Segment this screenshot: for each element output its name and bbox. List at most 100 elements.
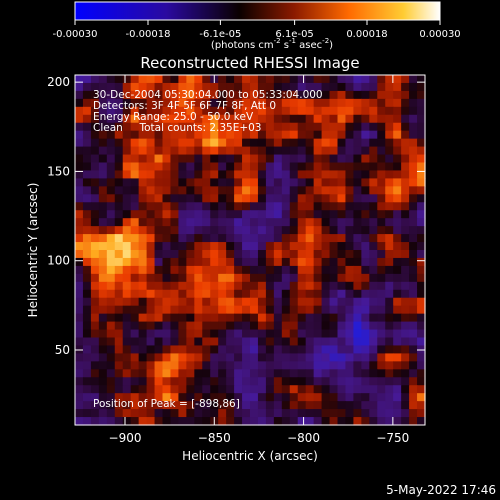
heatmap-cell [82, 186, 92, 195]
heatmap-cell [417, 242, 426, 251]
heatmap-cell [122, 297, 132, 307]
heatmap-cell [385, 329, 394, 339]
heatmap-cell [186, 353, 195, 362]
heatmap-cell [218, 385, 227, 394]
heatmap-cell [170, 385, 179, 394]
heatmap-cell [281, 305, 291, 315]
heatmap-cell [409, 417, 418, 426]
y-tick-label: 100 [47, 254, 70, 268]
heatmap-cell [178, 242, 187, 251]
heatmap-cell [321, 242, 331, 251]
heatmap-cell [226, 257, 235, 267]
heatmap-cell [90, 329, 100, 339]
heatmap-cell [146, 321, 156, 331]
heatmap-cell [297, 82, 307, 92]
heatmap-cell [250, 130, 259, 140]
heatmap-cell [90, 369, 100, 378]
heatmap-cell [146, 305, 156, 315]
heatmap-cell [210, 122, 219, 132]
heatmap-cell [305, 273, 315, 283]
heatmap-cell [377, 218, 386, 227]
heatmap-cell [361, 281, 370, 291]
heatmap-cell [106, 337, 116, 347]
heatmap-cell [146, 106, 156, 116]
heatmap-cell [409, 369, 418, 378]
heatmap-cell [114, 242, 124, 251]
heatmap-cell [82, 281, 92, 291]
heatmap-cell [138, 369, 148, 378]
heatmap-cell [321, 377, 331, 386]
heatmap-cell [242, 130, 251, 140]
heatmap-cell [226, 329, 235, 339]
heatmap-cell [377, 297, 386, 307]
heatmap-cell [170, 218, 179, 227]
heatmap-cell [353, 265, 362, 275]
heatmap-cell [75, 401, 84, 410]
heatmap-cell [329, 106, 339, 116]
heatmap-cell [345, 210, 354, 219]
heatmap-cell [106, 194, 116, 203]
heatmap-cell [146, 138, 156, 148]
heatmap-cell [250, 202, 259, 211]
heatmap-cell [106, 98, 116, 108]
heatmap-cell [353, 305, 362, 315]
heatmap-cell [273, 114, 283, 124]
heatmap-cell [130, 162, 140, 172]
heatmap-cell [82, 146, 92, 156]
heatmap-cell [106, 345, 116, 354]
heatmap-cell [122, 154, 132, 164]
heatmap-cell [130, 281, 140, 291]
heatmap-cell [194, 297, 203, 307]
heatmap-cell [106, 361, 116, 370]
heatmap-cell [369, 138, 378, 148]
heatmap-cell [345, 345, 354, 354]
heatmap-cell [242, 170, 251, 179]
heatmap-cell [75, 82, 84, 92]
heatmap-cell [401, 297, 410, 307]
heatmap-cell [305, 345, 315, 354]
heatmap-cell [186, 162, 195, 172]
heatmap-cell [218, 186, 227, 195]
heatmap-cell [345, 130, 354, 140]
heatmap-cell [417, 114, 426, 124]
heatmap-cell [393, 75, 402, 84]
heatmap-cell [417, 297, 426, 307]
heatmap-cell [114, 170, 124, 179]
heatmap-cell [393, 234, 402, 243]
heatmap-cell [273, 329, 283, 339]
heatmap-cell [345, 297, 354, 307]
heatmap-cell [385, 186, 394, 195]
colorbar-unit: (photons cm-2 s-1 asec-2) [211, 37, 333, 51]
heatmap-cell [337, 329, 347, 339]
heatmap-cell [162, 401, 172, 410]
heatmap-cell [361, 409, 370, 418]
heatmap-cell [337, 313, 347, 323]
heatmap-cell [178, 401, 187, 410]
heatmap-cell [154, 337, 164, 347]
heatmap-cell [257, 242, 267, 251]
heatmap-cell [202, 321, 211, 331]
heatmap-cell [417, 194, 426, 203]
heatmap-cell [82, 202, 92, 211]
heatmap-cell [242, 250, 251, 259]
heatmap-cell [114, 186, 124, 195]
heatmap-cell [226, 178, 235, 187]
heatmap-cell [281, 242, 291, 251]
heatmap-cell [353, 114, 362, 124]
heatmap-cell [90, 409, 100, 418]
heatmap-cell [337, 257, 347, 267]
heatmap-cell [75, 257, 84, 267]
heatmap-cell [162, 393, 172, 402]
heatmap-cell [170, 226, 179, 235]
heatmap-cell [353, 321, 362, 331]
heatmap-cell [226, 393, 235, 402]
heatmap-cell [281, 417, 291, 426]
heatmap-cell [98, 114, 108, 124]
heatmap-cell [75, 210, 84, 219]
heatmap-cell [130, 385, 140, 394]
heatmap-cell [75, 146, 84, 156]
heatmap-cell [257, 337, 267, 347]
heatmap-cell [106, 75, 116, 84]
heatmap-cell [369, 273, 378, 283]
heatmap-cell [305, 401, 315, 410]
